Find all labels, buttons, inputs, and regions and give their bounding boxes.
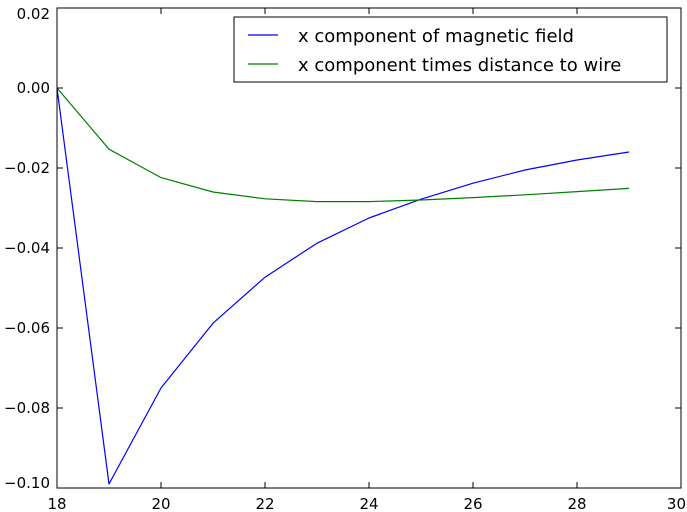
tick-layer: 18 20 22 24 26 28 30 0.02 0.00 −0.02 −0.04 −0.06 −0.…	[4, 5, 686, 512]
series-line-0	[56, 87, 630, 485]
y-tick-label-0: 0.02	[17, 5, 50, 23]
y-tick-label-2: −0.02	[4, 159, 50, 177]
y-tick-label-6: −0.10	[4, 474, 50, 492]
y-tick-label-3: −0.04	[4, 239, 50, 257]
y-tick-label-5: −0.08	[4, 399, 50, 417]
y-tick-label-4: −0.06	[4, 319, 50, 337]
x-tick-label-6: 30	[667, 495, 686, 512]
legend-label-field-times-distance: x component times distance to wire	[298, 55, 621, 76]
x-tick-label-0: 18	[47, 495, 66, 512]
legend-label-magnetic-field: x component of magnetic field	[298, 26, 574, 47]
x-tick-label-3: 24	[359, 495, 378, 512]
legend-box	[233, 16, 668, 83]
legend: x component of magnetic field x componen…	[233, 16, 668, 83]
series-line-1	[56, 87, 630, 203]
x-tick-label-1: 20	[151, 495, 170, 512]
y-tick-label-1: 0.00	[17, 79, 50, 97]
x-tick-label-4: 26	[463, 495, 482, 512]
series-layer	[56, 87, 630, 485]
x-tick-label-5: 28	[567, 495, 586, 512]
x-tick-label-2: 22	[255, 495, 274, 512]
